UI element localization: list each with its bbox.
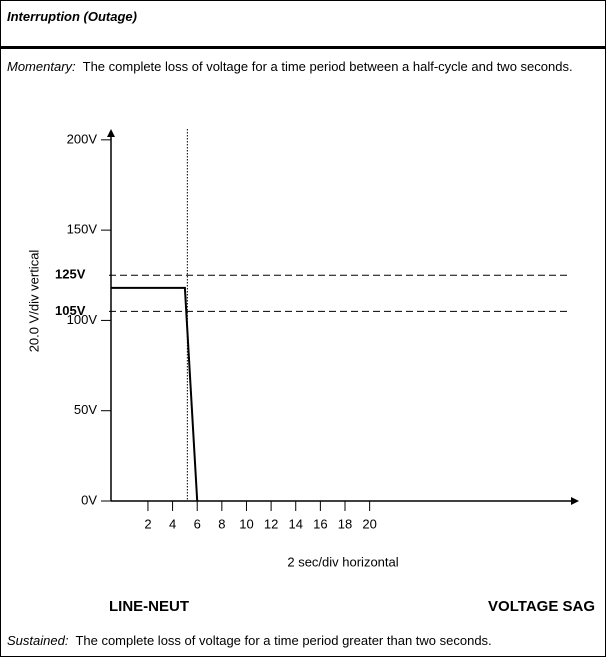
sustained: Sustained: The complete loss of voltage … xyxy=(7,631,605,650)
x-tick-label: 2 xyxy=(144,516,151,531)
x-axis-label: 2 sec/div horizontal xyxy=(287,554,398,569)
x-tick-label: 20 xyxy=(362,516,376,531)
x-arrow xyxy=(571,497,579,505)
x-tick-label: 6 xyxy=(194,516,201,531)
y-tick-label: 150V xyxy=(67,222,98,237)
definition: The complete loss of voltage for a time … xyxy=(75,633,492,648)
x-tick-label: 8 xyxy=(218,516,225,531)
y-tick-label: 100V xyxy=(67,312,98,327)
y-tick-label: 200V xyxy=(67,131,98,146)
term: Sustained: xyxy=(7,633,69,648)
header-title: Interruption (Outage) xyxy=(7,9,137,24)
x-tick-label: 18 xyxy=(338,516,352,531)
voltage-line xyxy=(111,286,199,502)
limit-label: 125V xyxy=(55,267,86,282)
y-tick-label: 50V xyxy=(74,402,97,417)
x-tick-label: 12 xyxy=(264,516,278,531)
x-tick-label: 10 xyxy=(239,516,253,531)
term: Momentary: xyxy=(7,59,76,74)
y-axis-label: 20.0 V/div vertical xyxy=(26,250,41,353)
limit-label: 105V xyxy=(55,303,86,318)
footer-right: VOLTAGE SAG xyxy=(488,598,595,615)
x-tick-label: 14 xyxy=(289,516,303,531)
y-tick-label: 0V xyxy=(81,492,97,507)
momentary: Momentary: The complete loss of voltage … xyxy=(7,57,605,76)
x-tick-label: 16 xyxy=(313,516,327,531)
y-arrow xyxy=(107,129,115,137)
header-rule xyxy=(1,46,605,49)
x-tick-label: 4 xyxy=(169,516,176,531)
footer-left: LINE-NEUT xyxy=(109,598,189,615)
definition: The complete loss of voltage for a time … xyxy=(82,59,573,74)
